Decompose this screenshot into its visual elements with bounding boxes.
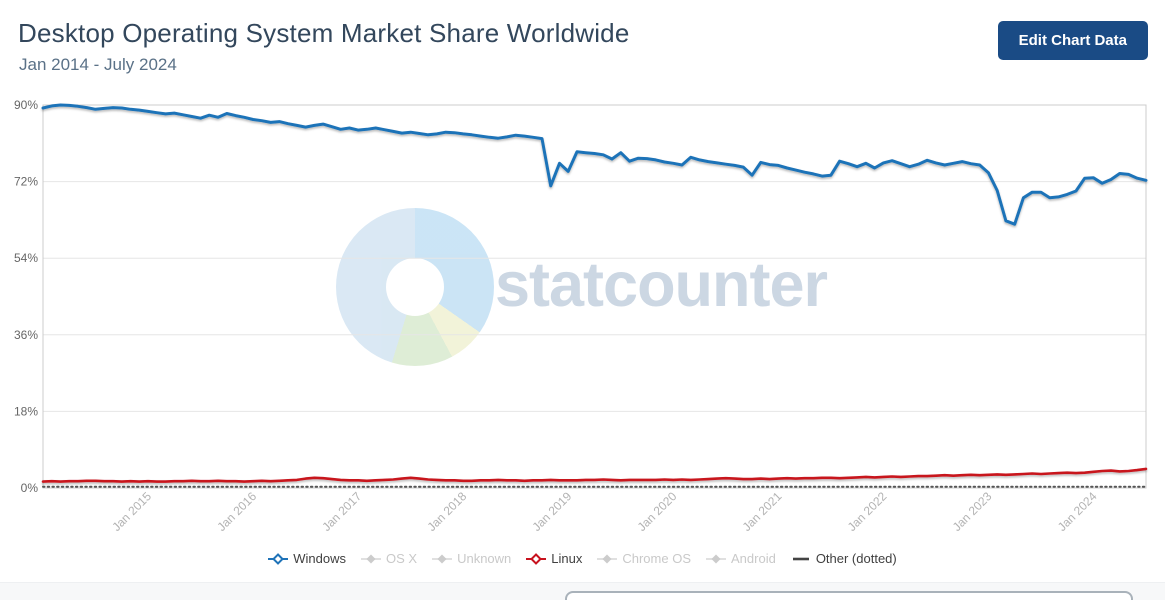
legend-label: Unknown [457,551,512,566]
x-axis-label: Jan 2022 [845,489,890,534]
legend-item-os-x[interactable]: OS X [361,551,417,566]
x-axis-label: Jan 2024 [1055,489,1100,534]
legend-item-chrome-os[interactable]: Chrome OS [597,551,691,566]
x-axis-label: Jan 2021 [740,489,785,534]
edit-chart-data-button[interactable]: Edit Chart Data [997,21,1148,60]
legend-item-android[interactable]: Android [706,551,776,566]
x-axis-label: Jan 2019 [529,489,574,534]
diamond-marker-icon [361,554,381,563]
statcounter-watermark-text: statcounter [495,250,828,320]
x-axis-label: Jan 2018 [424,489,469,534]
chart-legend: Windows OS X Unknown Linux Chrome OS Android O… [0,551,1165,566]
y-axis-label: 90% [14,98,38,112]
x-axis-label: Jan 2016 [214,489,259,534]
legend-item-unknown[interactable]: Unknown [432,551,511,566]
y-axis-label: 36% [14,328,38,342]
logo-donut-hole [386,258,444,316]
page-subtitle: Jan 2014 - July 2024 [19,55,177,74]
legend-item-linux[interactable]: Linux [526,551,582,566]
legend-label: Linux [551,551,583,566]
line-chart-plot-area[interactable]: 0% 18% 36% 54% 72% 90% Jan 2015 Jan 2016 Jan 201… [0,95,1165,555]
x-axis-label: Jan 2017 [319,489,364,534]
partially-visible-select-box[interactable] [565,591,1133,600]
y-axis-label: 18% [14,404,38,418]
legend-item-windows[interactable]: Windows [268,551,346,566]
line-diamond-marker-icon [268,552,289,565]
diamond-marker-icon [706,554,726,563]
dash-marker-icon [792,557,809,560]
series-line-linux[interactable] [41,467,1148,483]
page-title: Desktop Operating System Market Share Wo… [18,18,630,48]
legend-label: Android [731,551,776,566]
legend-label: Other (dotted) [815,551,897,566]
x-axis-label: Jan 2020 [635,489,680,534]
statcounter-logo-icon [336,208,494,366]
y-axis-label: 72% [14,175,38,189]
x-axis-label: Jan 2015 [109,489,154,534]
y-axis-label: 54% [14,251,38,265]
legend-label: Chrome OS [622,551,691,566]
x-axis-label: Jan 2023 [950,489,995,534]
plot-border [42,104,1147,489]
legend-label: Windows [293,551,346,566]
series-line-windows[interactable] [41,103,1148,226]
diamond-marker-icon [597,554,618,563]
legend-item-other-dotted-[interactable]: Other (dotted) [791,551,897,566]
diamond-marker-icon [432,554,453,563]
y-axis-label: 0% [21,481,39,495]
legend-label: OS X [386,551,418,566]
line-diamond-marker-icon [526,552,547,565]
